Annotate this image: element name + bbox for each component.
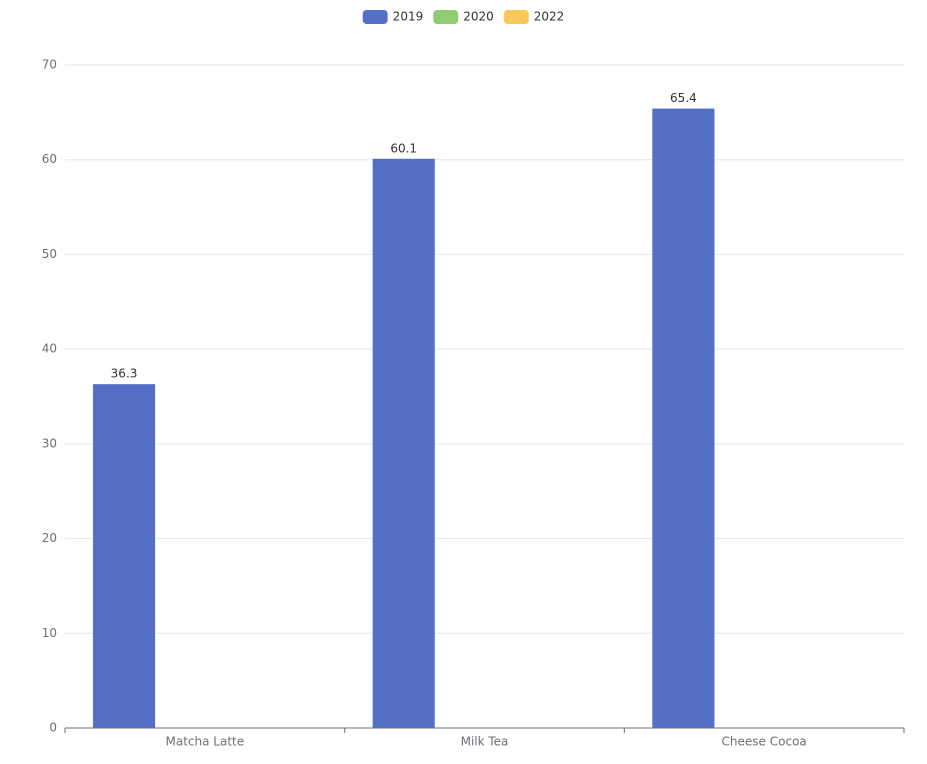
legend-item: 2022 — [503, 10, 565, 24]
y-tick-label: 60 — [42, 152, 57, 166]
y-tick-label: 50 — [42, 247, 57, 261]
y-tick-label: 40 — [42, 342, 57, 356]
legend-swatch — [362, 10, 388, 24]
bar — [652, 108, 715, 728]
bar — [92, 384, 156, 728]
x-tick-label: Cheese Cocoa — [722, 735, 807, 749]
legend-swatch — [433, 10, 459, 24]
legend: 2019 2020 2022 — [362, 10, 565, 24]
bar — [372, 158, 435, 728]
legend-label: 2022 — [534, 10, 565, 24]
legend-item: 2019 — [362, 10, 424, 24]
y-tick-label: 70 — [42, 58, 57, 72]
value-label: 36.3 — [111, 367, 138, 381]
x-tick-label: Milk Tea — [461, 735, 509, 749]
legend-label: 2020 — [463, 10, 494, 24]
value-label: 60.1 — [390, 141, 417, 155]
y-tick-label: 10 — [42, 626, 57, 640]
value-label: 65.4 — [670, 91, 697, 105]
legend-item: 2020 — [433, 10, 494, 24]
y-tick-label: 30 — [42, 436, 57, 450]
legend-label: 2019 — [393, 10, 424, 24]
legend-swatch — [503, 10, 529, 24]
x-tick-label: Matcha Latte — [166, 735, 245, 749]
y-tick-label: 20 — [42, 531, 57, 545]
y-tick-label: 0 — [49, 721, 57, 735]
